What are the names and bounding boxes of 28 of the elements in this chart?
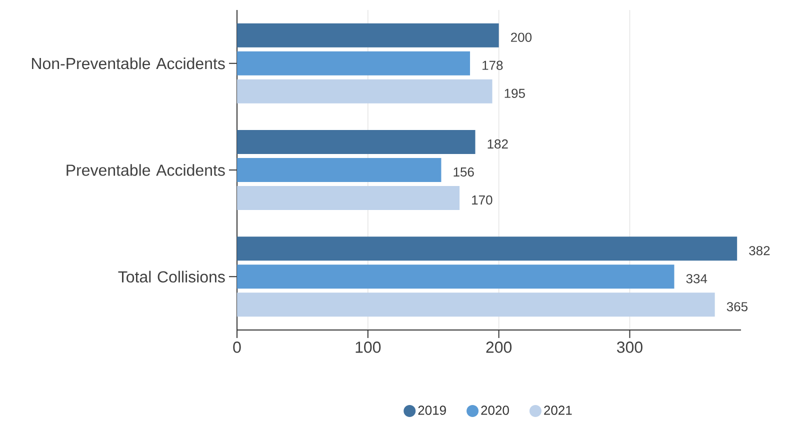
bar bbox=[237, 130, 476, 154]
legend-label: 2019 bbox=[418, 406, 446, 415]
y-tick-label: Total Collisions bbox=[118, 270, 225, 283]
bar bbox=[237, 264, 674, 289]
data-label: 156 bbox=[454, 167, 474, 177]
data-label: 200 bbox=[511, 32, 532, 42]
bar bbox=[237, 292, 715, 317]
data-label: 382 bbox=[749, 246, 770, 256]
bar bbox=[237, 236, 738, 261]
bar bbox=[237, 158, 442, 182]
data-label: 170 bbox=[472, 195, 492, 205]
data-label: 334 bbox=[686, 274, 708, 284]
legend-label: 2020 bbox=[481, 406, 509, 415]
bar bbox=[237, 79, 492, 104]
bar bbox=[237, 186, 460, 210]
x-tick-label: 100 bbox=[356, 342, 381, 353]
data-label: 365 bbox=[726, 302, 748, 312]
data-label: 182 bbox=[488, 139, 508, 149]
y-tick-label: Preventable Accidents bbox=[66, 164, 225, 176]
bar bbox=[237, 23, 499, 48]
y-tick-label: Non-Preventable Accidents bbox=[32, 57, 225, 70]
legend-label: 2021 bbox=[544, 406, 572, 415]
x-tick-label: 0 bbox=[233, 342, 241, 353]
bar bbox=[237, 51, 470, 76]
x-tick-label: 300 bbox=[616, 342, 642, 353]
data-label: 195 bbox=[504, 88, 525, 98]
data-label: 178 bbox=[482, 60, 503, 70]
x-tick-label: 200 bbox=[486, 342, 512, 353]
